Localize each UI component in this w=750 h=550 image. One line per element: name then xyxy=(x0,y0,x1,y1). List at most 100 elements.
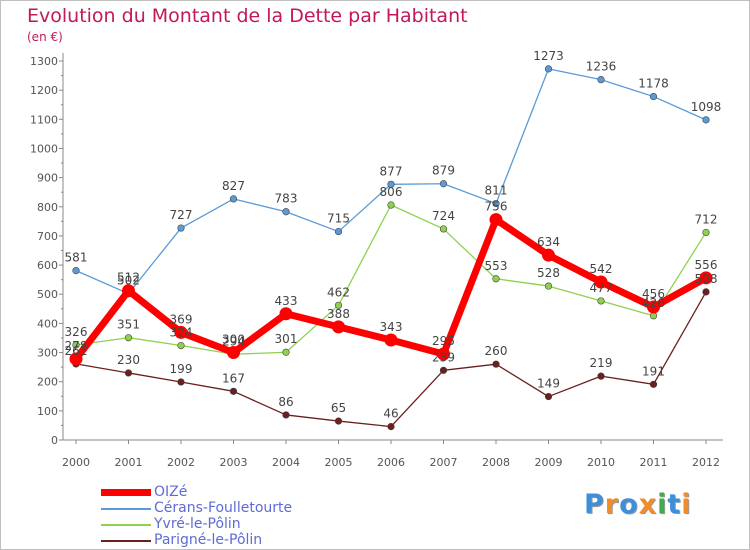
logo-letter: t xyxy=(667,489,682,520)
data-label: 634 xyxy=(537,235,560,249)
data-label: 783 xyxy=(275,192,298,206)
data-label: 46 xyxy=(383,407,398,421)
data-point xyxy=(227,346,240,360)
x-tick-label: 2012 xyxy=(692,456,720,469)
x-tick-label: 2002 xyxy=(167,456,195,469)
y-tick-label: 800 xyxy=(37,201,58,214)
data-point xyxy=(334,417,343,425)
y-tick-label: 600 xyxy=(37,259,58,272)
y-tick-label: 500 xyxy=(37,288,58,301)
logo-letter: P xyxy=(584,489,605,520)
data-point xyxy=(282,348,290,356)
x-tick-label: 2005 xyxy=(325,456,353,469)
data-label: 553 xyxy=(485,259,508,273)
data-point xyxy=(649,92,658,101)
data-label: 712 xyxy=(695,212,718,226)
data-label: 508 xyxy=(695,272,718,286)
legend-swatch xyxy=(101,508,151,510)
data-point xyxy=(597,372,605,380)
data-point xyxy=(282,411,290,419)
legend-label: OIZé xyxy=(154,484,188,500)
data-label: 65 xyxy=(331,401,346,415)
data-point xyxy=(384,333,398,347)
data-point xyxy=(492,199,500,208)
data-point xyxy=(492,275,500,283)
x-tick-label: 2001 xyxy=(115,456,143,469)
data-label: 724 xyxy=(432,209,455,223)
data-point xyxy=(177,378,185,386)
data-label: 528 xyxy=(537,266,560,280)
data-point xyxy=(69,352,83,366)
data-point xyxy=(597,297,605,305)
data-point xyxy=(699,271,713,285)
series-layer xyxy=(69,65,713,431)
y-tick-label: 400 xyxy=(37,317,58,330)
data-label: 811 xyxy=(485,184,508,198)
data-point xyxy=(437,347,450,361)
data-point xyxy=(544,392,553,401)
data-label: 715 xyxy=(327,212,350,226)
data-point xyxy=(122,284,135,298)
data-point xyxy=(124,369,133,377)
data-label: 261 xyxy=(65,344,88,358)
data-label: 542 xyxy=(590,262,613,276)
data-labels-layer: 261 230 199 167 86 65 46 239 260 149 219 191 508 326 3… xyxy=(65,49,722,421)
x-tick-label: 2010 xyxy=(587,456,615,469)
data-label: 260 xyxy=(485,344,508,358)
data-label: 149 xyxy=(537,377,560,391)
data-point xyxy=(387,201,395,209)
data-label: 326 xyxy=(65,325,88,339)
data-label: 1098 xyxy=(691,100,722,114)
data-label: 456 xyxy=(642,287,665,301)
data-label: 727 xyxy=(170,208,193,222)
data-point xyxy=(439,180,448,188)
data-label: 462 xyxy=(327,285,350,299)
data-label: 219 xyxy=(590,356,613,370)
legend-swatch xyxy=(101,489,151,496)
data-label: 324 xyxy=(170,326,193,340)
data-label: 512 xyxy=(117,271,140,285)
data-label: 295 xyxy=(432,334,455,348)
legend-label: Yvré-le-Pôlin xyxy=(154,516,241,532)
data-point xyxy=(544,282,553,290)
y-tick-label: 1000 xyxy=(30,142,58,155)
data-label: 300 xyxy=(222,333,245,347)
data-point xyxy=(492,360,500,368)
data-point xyxy=(72,341,80,349)
y-tick-label: 700 xyxy=(37,230,58,243)
data-label: 278 xyxy=(65,339,88,353)
data-point xyxy=(177,224,185,232)
legend-label: Cérans-Foulletourte xyxy=(154,500,293,516)
data-point xyxy=(332,320,345,334)
y-tick-label: 300 xyxy=(37,347,58,360)
x-tick-label: 2011 xyxy=(640,456,668,469)
data-point xyxy=(702,228,710,237)
data-point xyxy=(124,334,133,342)
data-point xyxy=(702,116,710,124)
data-point xyxy=(649,380,658,388)
data-point xyxy=(597,76,605,84)
data-point xyxy=(702,288,710,296)
data-point xyxy=(279,307,293,321)
data-point xyxy=(177,341,185,350)
logo-letter: o xyxy=(619,489,639,520)
data-label: 877 xyxy=(380,164,403,178)
data-label: 191 xyxy=(642,364,665,378)
data-label: 1273 xyxy=(533,49,564,63)
data-label: 581 xyxy=(65,251,88,265)
data-point xyxy=(647,300,660,314)
logo-letter: r xyxy=(604,489,620,520)
data-label: 86 xyxy=(278,395,293,409)
x-tick-label: 2004 xyxy=(272,456,300,469)
data-point xyxy=(282,208,290,216)
data-point xyxy=(334,227,343,236)
data-label: 756 xyxy=(485,200,508,214)
data-label: 502 xyxy=(117,274,140,288)
x-tick-label: 2000 xyxy=(62,456,90,469)
data-label: 343 xyxy=(380,320,403,334)
y-tick-label: 1300 xyxy=(30,55,58,68)
data-label: 433 xyxy=(275,294,298,308)
x-tick-label: 2006 xyxy=(377,456,405,469)
data-point xyxy=(72,267,80,275)
